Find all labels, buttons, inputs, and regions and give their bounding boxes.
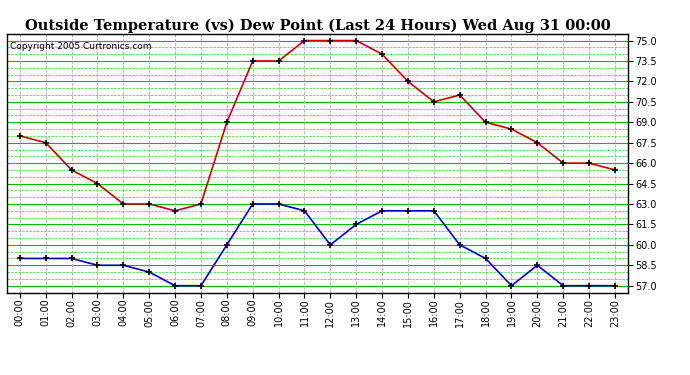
Title: Outside Temperature (vs) Dew Point (Last 24 Hours) Wed Aug 31 00:00: Outside Temperature (vs) Dew Point (Last… xyxy=(25,18,610,33)
Text: Copyright 2005 Curtronics.com: Copyright 2005 Curtronics.com xyxy=(10,42,152,51)
